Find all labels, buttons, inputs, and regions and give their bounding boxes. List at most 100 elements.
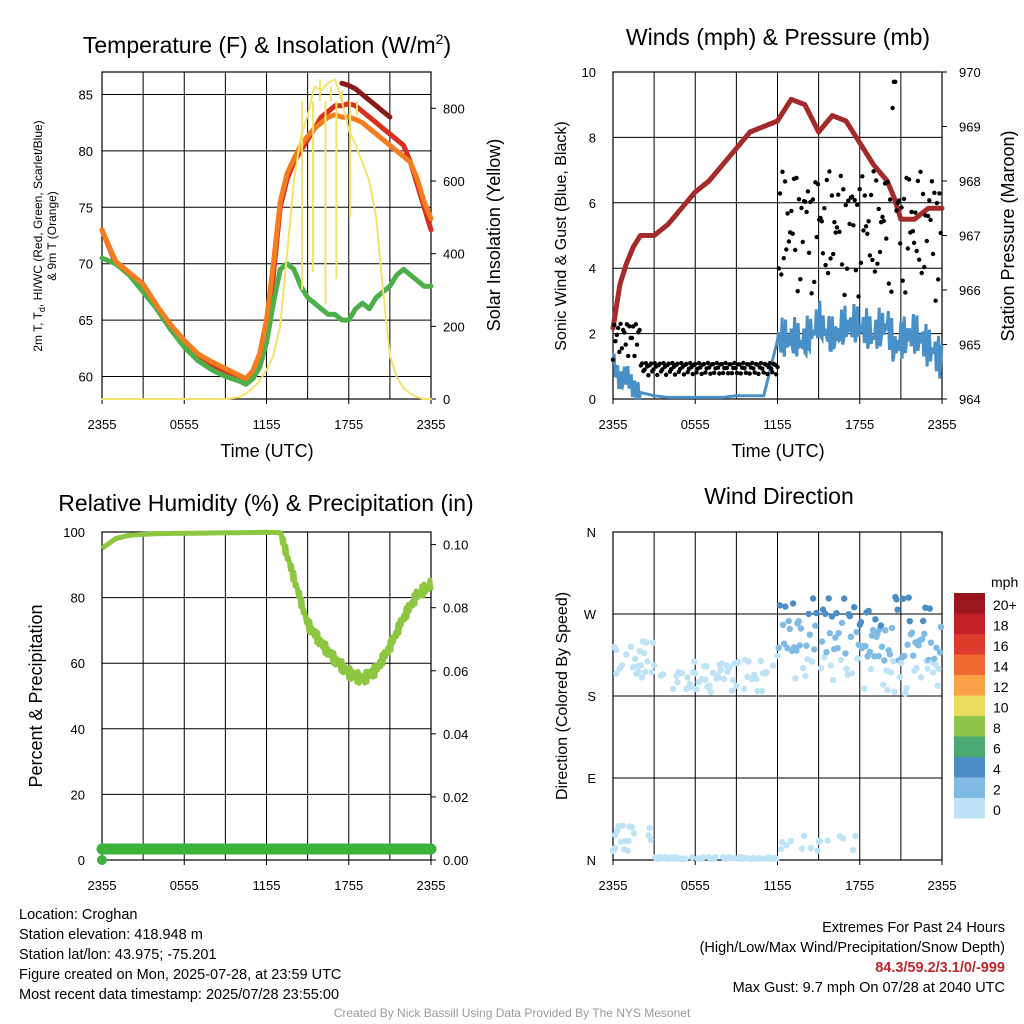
gust-point [922, 264, 927, 270]
direction-point [712, 854, 719, 861]
direction-point [881, 657, 888, 664]
gust-point [633, 322, 638, 327]
direction-point [854, 655, 861, 662]
legend-swatch [954, 634, 985, 655]
direction-point [659, 671, 667, 678]
direction-point [852, 832, 859, 840]
direction-point [757, 657, 765, 665]
direction-point [869, 626, 877, 634]
direction-point [637, 662, 644, 669]
y2-tick-label: 966 [959, 283, 981, 298]
gust-point [858, 260, 864, 265]
temp-chart-title: Temperature (F) & Insolation (W/m2) [83, 31, 451, 58]
gust-point [723, 360, 728, 366]
direction-point [624, 847, 631, 854]
gust-point [712, 370, 717, 375]
direction-point [805, 610, 812, 618]
legend-label: 16 [993, 638, 1009, 654]
gust-point [886, 281, 891, 286]
y-tick-label: 80 [79, 144, 93, 159]
direction-point [753, 676, 760, 683]
direction-point [786, 625, 793, 633]
direction-point [918, 635, 926, 643]
gust-point [701, 361, 707, 367]
direction-point [693, 685, 700, 693]
gust-point [815, 182, 821, 187]
gust-point [910, 229, 916, 234]
direction-point [802, 672, 809, 680]
direction-point [861, 685, 868, 692]
direction-point [865, 607, 872, 615]
gust-point [798, 277, 803, 282]
gust-point [627, 324, 632, 329]
direction-point [857, 618, 865, 626]
gust-point [784, 247, 789, 252]
y-tick-label: 40 [71, 722, 85, 737]
direction-point [827, 662, 835, 669]
direction-point [880, 681, 887, 688]
direction-point [893, 596, 900, 603]
direction-point [647, 836, 654, 844]
y2-tick-label: 800 [443, 101, 465, 116]
gust-point [733, 365, 738, 371]
legend-label: 18 [993, 618, 1009, 634]
gust-point [915, 178, 921, 184]
y-tick-label: S [587, 689, 596, 704]
x-tick-label: 2355 [928, 878, 957, 893]
direction-point [920, 617, 927, 625]
station-info: Location: Croghan Station elevation: 418… [19, 905, 341, 1005]
direction-point [682, 855, 689, 862]
y2-tick-label: 965 [959, 338, 981, 353]
direction-point [872, 616, 879, 623]
gust-point [690, 371, 695, 377]
direction-point [630, 830, 638, 837]
direction-point [707, 688, 714, 696]
direction-point [650, 662, 658, 669]
gust-point [846, 198, 851, 203]
gust-point [842, 292, 847, 298]
wind-chart-title: Winds (mph) & Pressure (mb) [626, 24, 930, 50]
station-latlon: Station lat/lon: 43.975; -75.201 [19, 947, 217, 963]
gust-point [885, 179, 890, 185]
x-tick-label: 2355 [417, 417, 446, 432]
direction-point [782, 603, 789, 610]
gust-point [685, 370, 690, 375]
precip-start-point [97, 855, 107, 865]
gust-point [779, 272, 784, 277]
gust-point [652, 361, 657, 366]
gust-point [839, 262, 845, 267]
gust-point [881, 218, 886, 224]
direction-point [644, 658, 651, 665]
gust-point [913, 210, 918, 215]
station-location: Location: Croghan [19, 907, 138, 923]
gust-point [672, 372, 678, 377]
direction-point [776, 602, 783, 609]
gust-point [774, 372, 779, 377]
y2-tick-label: 967 [959, 229, 981, 244]
direction-point [778, 838, 786, 846]
x-tick-label: 1755 [334, 878, 363, 893]
direction-point [902, 690, 909, 697]
direction-point [625, 837, 632, 844]
direction-point [646, 824, 653, 832]
gust-point [688, 360, 693, 366]
legend-label: 14 [993, 659, 1009, 675]
direction-point [905, 594, 912, 601]
direction-point [613, 670, 620, 677]
gust-point [849, 194, 855, 199]
gust-point [684, 361, 689, 367]
y-tick-label: 80 [71, 591, 85, 606]
gust-point [836, 192, 841, 197]
gust-point [905, 246, 910, 251]
gust-point [825, 270, 831, 276]
recent-timestamp: Most recent data timestamp: 2025/07/28 2… [19, 987, 340, 1003]
gust-point [937, 191, 942, 196]
direction-point [611, 846, 618, 853]
direction-point [735, 658, 742, 666]
gust-point [760, 366, 765, 371]
direction-point [842, 650, 849, 657]
y-tick-label: 0 [78, 853, 85, 868]
gust-point [901, 196, 907, 202]
direction-point [901, 652, 908, 660]
gust-point [703, 370, 708, 375]
